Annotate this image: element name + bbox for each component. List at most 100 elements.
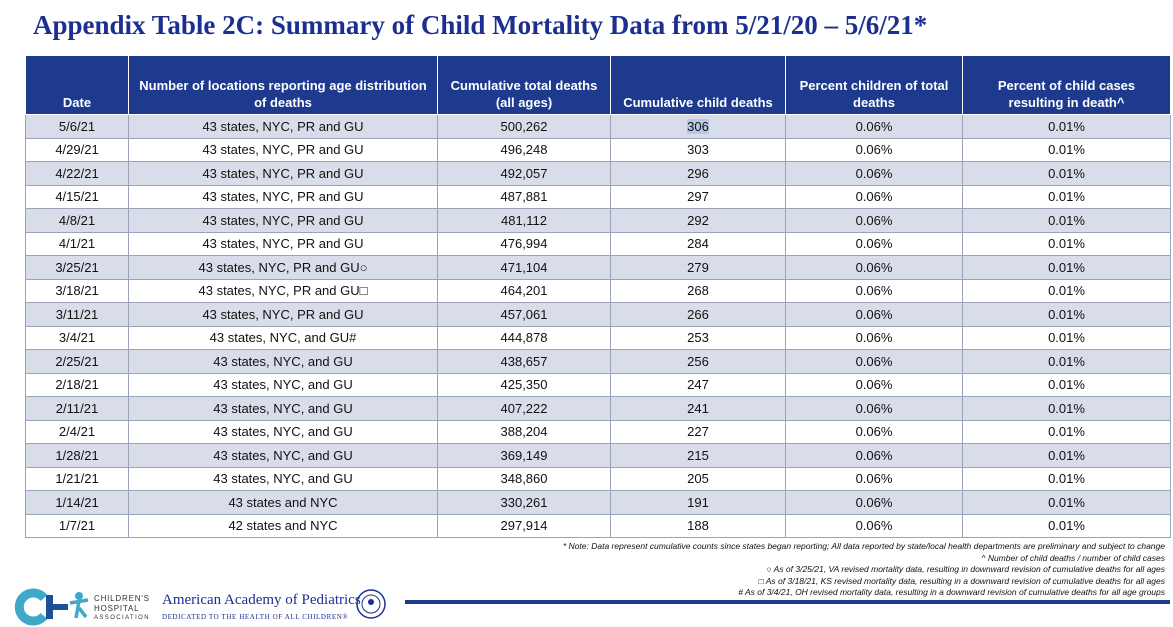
aap-tagline: DEDICATED TO THE HEALTH OF ALL CHILDREN® [162,613,349,621]
table-cell: 0.06% [785,114,963,139]
table-row: 1/14/21 43 states and NYC 330,261 191 0.06% 0… [25,490,1171,515]
table-cell: 476,994 [437,231,611,256]
table-cell: 425,350 [437,372,611,397]
table-cell: 188 [610,513,786,538]
table-cell: 0.06% [785,490,963,515]
aap-seal [356,589,386,619]
note: # As of 3/4/21, OH revised mortality dat… [738,587,1165,597]
cha-text: CHILDREN'S [94,594,150,603]
table-row: 4/22/21 43 states, NYC, PR and GU 492,057 2… [25,161,1171,186]
table-cell: 227 [610,419,786,444]
table-cell: 369,149 [437,443,611,468]
table-cell: 3/18/21 [25,278,129,303]
table-cell: 43 states, NYC, and GU [128,466,438,491]
table-cell: 42 states and NYC [128,513,438,538]
table-cell: 0.01% [962,255,1171,280]
table-cell: 191 [610,490,786,515]
table-cell: 0.01% [962,443,1171,468]
table-cell: 279 [610,255,786,280]
table-cell: 306 [610,114,786,139]
table-cell: 471,104 [437,255,611,280]
table-cell: 1/21/21 [25,466,129,491]
table-row: 5/6/21 43 states, NYC, PR and GU 500,262 30… [25,114,1171,139]
table-cell: 4/1/21 [25,231,129,256]
table-cell: 0.06% [785,137,963,162]
footer-rule [405,600,1170,604]
table-cell: 0.06% [785,396,963,421]
column-header: Percent of child cases resulting in deat… [962,55,1171,115]
table-row: 1/28/21 43 states, NYC, and GU 369,149 215 0… [25,443,1171,468]
table-row: 1/21/21 43 states, NYC, and GU 348,860 205 0… [25,466,1171,491]
table-cell: 296 [610,161,786,186]
table-cell: 0.06% [785,372,963,397]
table-row: 2/25/21 43 states, NYC, and GU 438,657 256 0… [25,349,1171,374]
table-cell: 3/4/21 [25,325,129,350]
table-cell: 0.06% [785,325,963,350]
table-row: 2/11/21 43 states, NYC, and GU 407,222 241 0… [25,396,1171,421]
table-row: 3/4/21 43 states, NYC, and GU# 444,878 253 0… [25,325,1171,350]
table-cell: 4/15/21 [25,184,129,209]
table-cell: 43 states, NYC, PR and GU○ [128,255,438,280]
table-cell: 457,061 [437,302,611,327]
table-cell: 407,222 [437,396,611,421]
table-row: 3/18/21 43 states, NYC, PR and GU□ 464,201… [25,278,1171,303]
table-row: 2/18/21 43 states, NYC, and GU 425,350 247 0… [25,372,1171,397]
table-cell: 0.06% [785,208,963,233]
table-cell: 43 states, NYC, PR and GU [128,114,438,139]
table-cell: 0.01% [962,490,1171,515]
table-cell: 241 [610,396,786,421]
table-cell: 43 states, NYC, PR and GU□ [128,278,438,303]
table-cell: 4/22/21 [25,161,129,186]
table-cell: 2/4/21 [25,419,129,444]
table-body: 5/6/21 43 states, NYC, PR and GU 500,262 30… [25,114,1171,538]
table-cell: 0.06% [785,161,963,186]
column-header: Cumulative child deaths [610,55,786,115]
logo-c [14,588,48,626]
table-cell: 5/6/21 [25,114,129,139]
table-row: 4/8/21 43 states, NYC, PR and GU 481,112 29… [25,208,1171,233]
logo-figure [69,598,89,619]
note: * Note: Data represent cumulative counts… [562,541,1165,551]
table-row: 3/11/21 43 states, NYC, PR and GU 457,061 2… [25,302,1171,327]
notes: * Note: Data represent cumulative counts… [563,541,1165,599]
table-cell: 266 [610,302,786,327]
table-cell: 0.01% [962,466,1171,491]
table-cell: 297 [610,184,786,209]
table-cell: 464,201 [437,278,611,303]
column-header: Number of locations reporting age distri… [128,55,438,115]
table-cell: 303 [610,137,786,162]
table-cell: 1/28/21 [25,443,129,468]
table-cell: 0.01% [962,161,1171,186]
table-cell: 284 [610,231,786,256]
table-cell: 500,262 [437,114,611,139]
table-cell: 2/11/21 [25,396,129,421]
column-header: Date [25,55,129,115]
table-cell: 0.01% [962,231,1171,256]
table-cell: 0.06% [785,419,963,444]
cha-logo [14,588,89,626]
cha-text: ASSOCIATION [94,615,150,621]
table-cell: 205 [610,466,786,491]
logo-h-bar [46,604,68,610]
table-cell: 253 [610,325,786,350]
note: ○ As of 3/25/21, VA revised mortality da… [766,564,1165,574]
cha-text: HOSPITAL [94,604,140,613]
table-cell: 43 states, NYC, PR and GU [128,302,438,327]
table-cell: 0.01% [962,396,1171,421]
logo-head [75,592,83,600]
table-cell: 0.06% [785,443,963,468]
table-cell: 43 states, NYC, and GU [128,419,438,444]
table-cell: 481,112 [437,208,611,233]
table-cell: 0.01% [962,372,1171,397]
table-cell: 43 states, NYC, and GU [128,396,438,421]
table-cell: 43 states, NYC, and GU [128,372,438,397]
table-cell: 0.01% [962,513,1171,538]
table-cell: 0.01% [962,208,1171,233]
table-cell: 247 [610,372,786,397]
table-cell: 0.01% [962,325,1171,350]
column-header: Percent children of total deaths [785,55,963,115]
table-cell: 268 [610,278,786,303]
table-row: 2/4/21 43 states, NYC, and GU 388,204 227 0.… [25,419,1171,444]
